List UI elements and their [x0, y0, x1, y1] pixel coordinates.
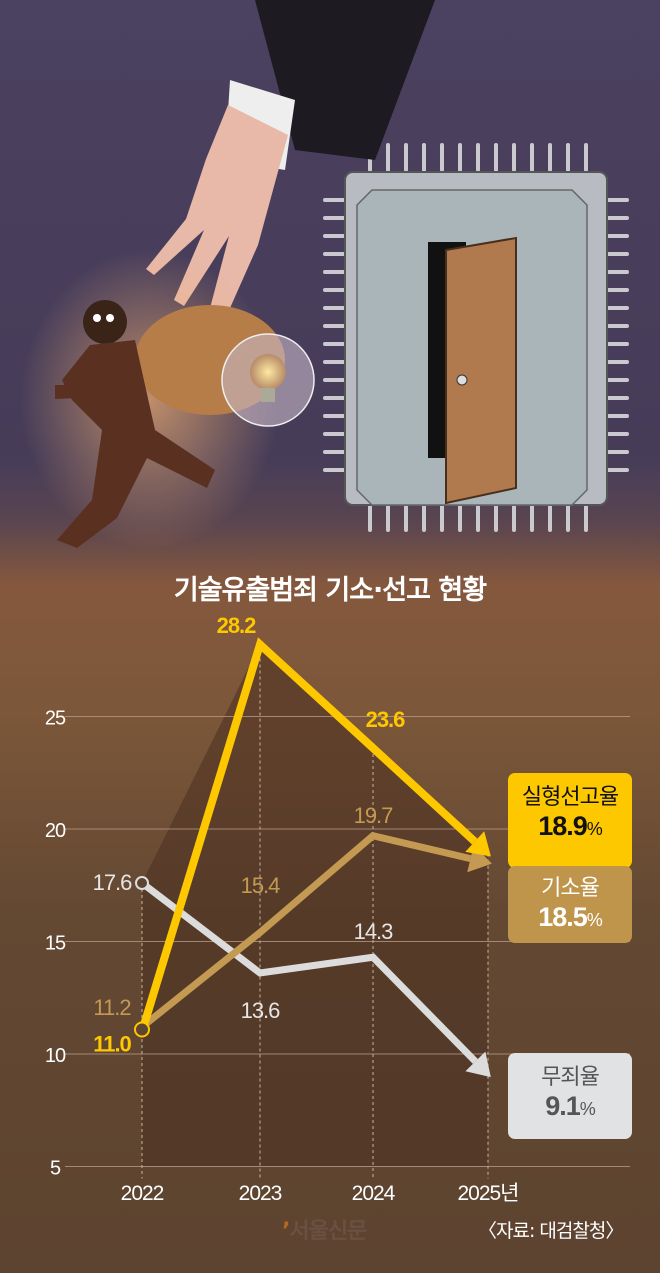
unit: % [586, 819, 603, 839]
data-label: 23.6 [366, 707, 406, 732]
illustration-tech-leak-thief [20, 0, 629, 550]
chart-title: 기술유출범죄 기소·선고 현황 [173, 575, 487, 606]
data-label: 14.3 [354, 919, 394, 944]
source-note: 〈자료: 대검찰청〉 [478, 1220, 624, 1242]
y-tick-label: 15 [45, 933, 66, 955]
hand-in-suit [146, 0, 435, 335]
x-tick-label: 2024 [352, 1182, 396, 1205]
x-tick-label: 2023 [239, 1182, 282, 1205]
x-tick-label: 2022 [121, 1182, 164, 1205]
x-tick-label: 2025년 [457, 1182, 518, 1205]
series-line-1 [139, 831, 472, 1030]
y-tick-label: 10 [45, 1045, 66, 1067]
data-label: 28.2 [217, 613, 257, 638]
start-marker [135, 876, 149, 890]
logo: ’서울신문 [282, 1219, 367, 1244]
final-value: 18.9 [538, 811, 588, 841]
data-label: 11.0 [93, 1032, 131, 1057]
shaded-area [142, 644, 488, 1167]
lightbulb-icon [221, 333, 315, 427]
start-marker [134, 1021, 150, 1038]
final-value: 9.1 [545, 1091, 581, 1121]
y-tick-label: 25 [45, 708, 66, 730]
legend-label: 기소율 [541, 875, 600, 900]
legend-box-sentence-rate: 실형선고율 18.9% [508, 773, 632, 868]
data-label: 11.2 [93, 995, 131, 1020]
legend-box-indictment-rate: 기소율 18.5% [508, 866, 632, 943]
data-label: 19.7 [354, 803, 394, 828]
series-line-2 [139, 880, 478, 1064]
unit: % [586, 910, 603, 930]
data-label: 13.6 [241, 998, 281, 1023]
arrowhead-0 [465, 831, 491, 857]
y-tick-label: 5 [50, 1158, 61, 1180]
series-line-0 [138, 637, 478, 1033]
legend-label: 실형선고율 [521, 784, 619, 809]
data-label: 17.6 [93, 870, 133, 895]
final-value: 18.5 [538, 902, 588, 932]
data-label: 15.4 [241, 873, 281, 898]
arrowhead-2 [465, 1051, 491, 1078]
legend-box-acquittal-rate: 무죄율 9.1% [508, 1053, 632, 1139]
computer-chip [323, 143, 629, 532]
y-tick-label: 20 [45, 820, 66, 842]
legend-label: 무죄율 [541, 1064, 600, 1089]
unit: % [579, 1099, 596, 1119]
